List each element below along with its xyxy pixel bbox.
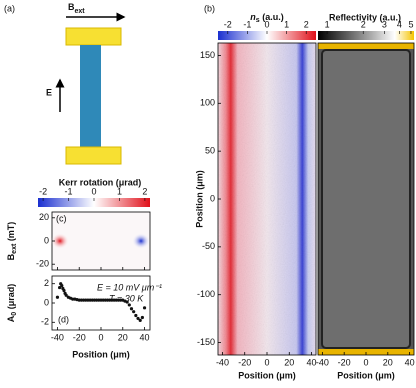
x-tick-label: 20 <box>383 357 393 367</box>
ylabel-sub: ext <box>11 243 18 254</box>
ylabel-unit: (mT) <box>6 222 16 244</box>
x-tick-label: 40 <box>307 357 317 367</box>
x-tick-label: 40 <box>405 357 415 367</box>
data-point <box>60 284 64 288</box>
panel-label: (d) <box>58 314 69 324</box>
ns-symbol: n <box>250 12 256 22</box>
data-point <box>58 285 62 290</box>
x-tick-label: -20 <box>338 357 351 367</box>
heatmap <box>218 43 316 355</box>
y-tick-label: -20 <box>36 259 49 269</box>
colorbar-tick-label: 2 <box>361 19 366 29</box>
x-axis-label: Position (μm) <box>238 370 296 380</box>
annotation: E = 10 mV μm⁻¹ <box>97 282 162 292</box>
x-tick-label: 20 <box>284 357 294 367</box>
heatmap-blob <box>51 233 69 249</box>
y-tick-label: 150 <box>200 50 215 60</box>
data-point <box>125 300 129 304</box>
annotation: T = 30 K <box>109 293 144 303</box>
y-tick-label: 50 <box>205 146 215 156</box>
data-point <box>132 310 136 314</box>
ylabel-sub: 0 <box>11 312 18 316</box>
colorbar <box>218 31 316 40</box>
x-tick-label: 20 <box>118 332 128 342</box>
data-point <box>136 316 140 321</box>
x-tick-label: -40 <box>51 332 64 342</box>
colorbar-tick-label: 0 <box>264 19 269 29</box>
colorbar-tick-label: 2 <box>304 19 309 29</box>
field-sub: ext <box>75 8 86 15</box>
x-tick-label: 0 <box>363 357 368 367</box>
x-tick-label: -20 <box>238 357 251 367</box>
y-axis-label: A0 (μrad) <box>6 284 17 322</box>
x-axis-label: Position (μm) <box>72 349 130 359</box>
data-point <box>134 313 138 318</box>
ylabel-unit: (μrad) <box>6 284 16 312</box>
e-label: E <box>46 87 52 97</box>
data-point <box>55 295 60 299</box>
data-point <box>64 293 68 297</box>
y-tick-label: 100 <box>200 98 215 108</box>
y-tick-label: 2 <box>44 278 49 288</box>
colorbar-tick-label: -1 <box>243 19 251 29</box>
ns-sub: s <box>256 17 260 24</box>
y-tick-label: -150 <box>197 337 215 347</box>
colorbar <box>318 31 414 40</box>
y-tick-label: -2 <box>41 317 49 327</box>
y-tick-label: 0 <box>210 193 215 203</box>
sample <box>80 45 101 147</box>
data-point <box>62 288 66 293</box>
colorbar-tick-label: 4 <box>397 19 402 29</box>
x-tick-label: -40 <box>216 357 229 367</box>
data-point <box>127 303 131 307</box>
panel-label: (b) <box>204 3 215 13</box>
colorbar-tick-label: 0 <box>91 186 96 196</box>
data-point <box>129 307 134 311</box>
ns-unit: (a.u.) <box>260 12 284 22</box>
field-symbol: B <box>68 2 75 12</box>
data-point <box>140 315 144 320</box>
colorbar-tick-label: 1 <box>284 19 289 29</box>
heatmap-blob <box>132 233 150 249</box>
colorbar <box>38 198 150 207</box>
electrode <box>65 146 122 165</box>
colorbar-tick-label: -2 <box>39 186 47 196</box>
y-tick-label: -50 <box>202 241 215 251</box>
x-tick-label: 40 <box>140 332 150 342</box>
y-axis-label: Position (μm) <box>194 170 204 228</box>
panel-label: (a) <box>4 3 15 13</box>
data-point <box>138 318 142 322</box>
colorbar-tick-label: 3 <box>382 19 387 29</box>
ylabel-symbol: B <box>6 253 16 260</box>
y-tick-label: 0 <box>44 297 49 307</box>
colorbar-tick-label: 5 <box>408 19 413 29</box>
electrode-edge <box>318 43 414 49</box>
colorbar-tick-label: 1 <box>117 186 122 196</box>
colorbar-tick-label: 1 <box>325 19 330 29</box>
x-tick-label: 0 <box>98 332 103 342</box>
sample-image <box>321 49 411 349</box>
ylabel-symbol: A <box>6 315 16 322</box>
y-tick-label: 20 <box>39 212 49 222</box>
colorbar-tick-label: 2 <box>142 186 147 196</box>
colorbar-title: ns (a.u.) <box>250 12 283 23</box>
colorbar-tick-label: -1 <box>65 186 73 196</box>
y-axis-label: Bext (mT) <box>6 222 17 261</box>
panel-label: (c) <box>56 213 67 223</box>
colorbar-tick-label: -2 <box>224 19 232 29</box>
field-label: Bext <box>68 2 85 14</box>
x-tick-label: -20 <box>73 332 86 342</box>
x-tick-label: 0 <box>264 357 269 367</box>
data-point <box>142 306 147 310</box>
y-tick-label: 0 <box>44 235 49 245</box>
x-axis-label: Position (μm) <box>337 370 395 380</box>
colorbar-title: Kerr rotation (μrad) <box>59 177 142 187</box>
electrode <box>65 27 122 46</box>
x-tick-label: -40 <box>316 357 329 367</box>
colorbar-title: Reflectivity (a.u.) <box>329 12 401 22</box>
y-tick-label: -100 <box>197 289 215 299</box>
